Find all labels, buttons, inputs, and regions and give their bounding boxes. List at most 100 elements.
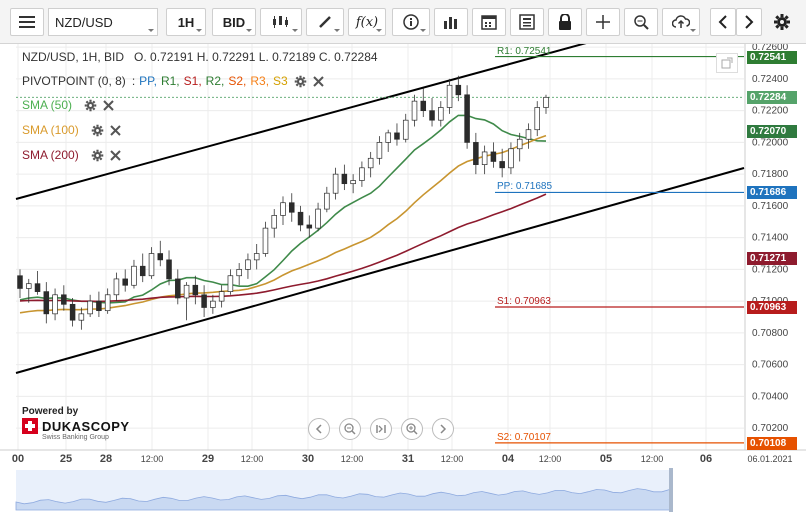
logo-name: DUKASCOPY: [42, 418, 130, 434]
pivot-price-tag: 0.70963: [747, 301, 797, 315]
upload-button[interactable]: [662, 8, 700, 36]
gear-icon[interactable]: [84, 99, 97, 112]
candle-body: [438, 107, 444, 121]
candle: [253, 244, 260, 270]
candle-body: [253, 253, 260, 261]
indicator-button[interactable]: f(x): [348, 8, 386, 36]
crosshair-button[interactable]: [586, 8, 620, 36]
candle: [280, 196, 286, 225]
zoom-button[interactable]: [624, 8, 658, 36]
news-button[interactable]: [510, 8, 544, 36]
candle: [131, 259, 137, 289]
symbol-value: NZD/USD: [55, 15, 113, 30]
sma-legend-0: SMA (50): [22, 98, 114, 112]
pivot-level-s1: S1,: [183, 74, 202, 88]
time-axis: 00 25 28 12:00 29 12:00 30 12:00 31 12:00 04 12:00 0…: [0, 449, 806, 466]
gear-icon[interactable]: [294, 75, 307, 88]
zoom-out-button[interactable]: [339, 418, 361, 440]
candle-body: [113, 278, 120, 296]
pan-right-button[interactable]: [432, 418, 454, 440]
candle: [534, 101, 540, 137]
candle-body: [17, 275, 23, 289]
trend-channel: [15, 44, 745, 374]
x-tick-label: 28: [100, 453, 112, 465]
pivot-levels: : PP, R1, S1, R2, S2, R3, S3: [132, 74, 288, 88]
candle: [508, 142, 514, 175]
candle-body: [367, 157, 374, 169]
draw-button[interactable]: [306, 8, 344, 36]
price-chart[interactable]: 0.72600 0.72400 0.72200 0.72000 0.71800 0.716…: [0, 44, 806, 520]
reset-view-button[interactable]: [370, 418, 392, 440]
candle-body: [122, 278, 128, 286]
candle-body: [455, 84, 462, 96]
candle: [236, 263, 242, 286]
pivot-lines: [16, 55, 744, 444]
scroll-right-button[interactable]: [736, 8, 762, 36]
expand-icon: [721, 57, 733, 69]
candle: [367, 151, 374, 178]
info-button[interactable]: [392, 8, 430, 36]
close-icon[interactable]: [109, 149, 121, 161]
candles: [17, 75, 549, 330]
pan-left-button[interactable]: [308, 418, 330, 440]
candle-body: [96, 300, 102, 312]
close-icon[interactable]: [103, 99, 114, 111]
y-tick-label: 0.70800: [752, 328, 789, 339]
candle: [411, 94, 418, 127]
candle-body: [61, 294, 67, 305]
menu-button[interactable]: [10, 8, 44, 36]
pivot-level-r2: R2,: [205, 74, 225, 88]
chart-type-button[interactable]: [260, 8, 302, 36]
candle-body: [245, 259, 251, 270]
navigator-handle: [669, 468, 673, 512]
y-tick-label: 0.70600: [752, 360, 789, 371]
calendar-button[interactable]: [472, 8, 506, 36]
candle: [473, 132, 479, 175]
candle: [481, 145, 488, 175]
logo-subtitle: Swiss Banking Group: [42, 434, 109, 441]
settings-button[interactable]: [768, 8, 796, 36]
candle-body: [52, 294, 58, 315]
candle-body: [26, 283, 32, 289]
candle: [446, 78, 453, 114]
symbol-input[interactable]: NZD/USD: [48, 8, 158, 36]
candle: [113, 272, 120, 302]
candle-body: [297, 211, 304, 226]
channel-upper: [15, 44, 587, 200]
candle: [402, 113, 409, 143]
y-tick-label: 0.71400: [752, 233, 789, 244]
volume-button[interactable]: [434, 8, 468, 36]
price-type-dropdown[interactable]: BID: [212, 8, 256, 36]
zoom-in-button[interactable]: [401, 418, 423, 440]
candle-body: [543, 96, 549, 108]
channel-lower: [15, 167, 745, 374]
lock-button[interactable]: [548, 8, 582, 36]
candle: [26, 278, 32, 303]
close-icon[interactable]: [109, 124, 121, 136]
zoom-icon: [634, 15, 649, 30]
price-axis-bg: [745, 44, 806, 456]
scroll-left-button[interactable]: [710, 8, 736, 36]
candle-body: [350, 180, 356, 185]
expand-button[interactable]: [716, 53, 738, 73]
y-tick-label: 0.72200: [752, 106, 789, 117]
candle-body: [157, 253, 164, 261]
candle-body: [306, 224, 313, 229]
candle: [359, 161, 365, 187]
candle: [289, 193, 295, 222]
gear-icon[interactable]: [91, 149, 104, 162]
pivot-line-label: S1: 0.70963: [497, 296, 551, 308]
candle: [61, 285, 67, 311]
instrument-label: NZD/USD, 1H, BID: [22, 50, 125, 64]
close-icon[interactable]: [313, 75, 324, 87]
candle-body: [166, 259, 172, 280]
candle-body: [175, 278, 181, 299]
gear-icon[interactable]: [91, 124, 104, 137]
pivot-legend: PIVOTPOINT (0, 8) : PP, R1, S1, R2, S2, R3, S3: [22, 74, 324, 88]
x-tick-label: 12:00: [241, 454, 264, 464]
candle-body: [508, 148, 514, 169]
x-tick-label: 12:00: [141, 454, 164, 464]
candle: [192, 275, 199, 305]
candle-body: [34, 283, 41, 292]
timeframe-dropdown[interactable]: 1H: [166, 8, 206, 36]
